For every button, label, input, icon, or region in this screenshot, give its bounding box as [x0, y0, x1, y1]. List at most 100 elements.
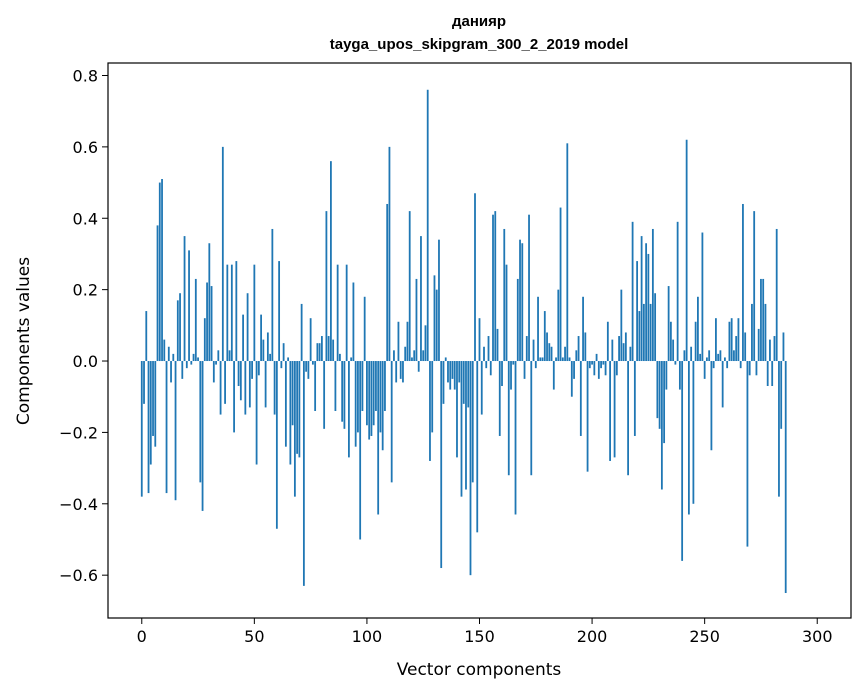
- y-tick-label: −0.2: [59, 423, 98, 442]
- bar: [248, 361, 251, 408]
- y-tick-label: 0.4: [73, 209, 98, 228]
- bar: [771, 361, 774, 386]
- bar: [586, 361, 589, 472]
- bar: [773, 336, 776, 362]
- bar: [154, 361, 157, 447]
- bar: [465, 361, 467, 490]
- bar: [692, 361, 695, 504]
- bar: [237, 361, 240, 386]
- bar: [366, 361, 368, 426]
- bar: [638, 311, 641, 362]
- bar: [163, 339, 166, 362]
- bar: [320, 336, 323, 362]
- bar: [604, 361, 607, 376]
- bar: [651, 228, 654, 362]
- bar: [573, 361, 575, 379]
- bar: [226, 264, 229, 362]
- bar: [278, 261, 281, 362]
- bar: [528, 214, 530, 362]
- bar: [260, 314, 262, 362]
- bar: [701, 232, 704, 362]
- bar: [415, 278, 418, 362]
- bar: [145, 311, 148, 362]
- bar: [228, 350, 231, 362]
- bar: [557, 289, 560, 362]
- bar: [350, 357, 353, 362]
- bar: [307, 361, 310, 379]
- bar: [359, 361, 362, 540]
- bar: [161, 179, 163, 362]
- bar: [451, 361, 454, 379]
- bar: [424, 325, 427, 362]
- bar: [327, 336, 330, 362]
- bar: [620, 289, 623, 362]
- bar: [408, 211, 411, 362]
- bar: [525, 336, 528, 362]
- bar: [494, 211, 497, 362]
- bar: [645, 243, 648, 362]
- bar: [559, 207, 562, 362]
- x-tick-label: 200: [577, 627, 608, 646]
- bar: [665, 361, 668, 390]
- bar: [566, 143, 569, 362]
- x-tick-label: 150: [464, 627, 495, 646]
- bar: [422, 350, 425, 362]
- bar: [411, 357, 413, 362]
- bar: [742, 203, 744, 362]
- bar: [629, 346, 632, 362]
- bar: [343, 361, 346, 429]
- bar: [420, 236, 422, 362]
- bar: [158, 182, 161, 362]
- bar: [190, 361, 193, 365]
- bar: [570, 361, 573, 397]
- bar: [217, 350, 220, 362]
- bar: [609, 361, 611, 461]
- bar: [548, 343, 551, 362]
- bar: [230, 264, 233, 362]
- bar: [453, 361, 456, 390]
- bar: [606, 321, 609, 362]
- bar: [676, 221, 679, 362]
- bar: [460, 361, 463, 497]
- bar: [199, 361, 202, 483]
- y-tick-label: 0.2: [73, 281, 98, 300]
- x-axis-label: Vector components: [397, 660, 562, 680]
- bar: [149, 361, 152, 465]
- bar: [257, 361, 260, 376]
- x-tick-label: 300: [802, 627, 833, 646]
- bar: [293, 361, 296, 497]
- bar: [388, 146, 391, 362]
- bar: [456, 361, 458, 458]
- bar: [467, 361, 470, 408]
- bar: [615, 361, 618, 376]
- bar: [444, 357, 447, 362]
- bar: [474, 193, 476, 362]
- bar: [483, 346, 485, 362]
- bar: [302, 361, 305, 586]
- bar: [748, 361, 751, 376]
- bar: [656, 361, 659, 419]
- bar: [384, 361, 386, 411]
- bar: [672, 339, 675, 362]
- bar: [485, 361, 488, 369]
- bar: [658, 361, 661, 429]
- bar: [769, 339, 771, 362]
- bar: [530, 361, 533, 476]
- bar: [505, 264, 508, 362]
- bar: [266, 332, 269, 362]
- bar: [510, 361, 512, 390]
- bar: [174, 361, 177, 501]
- bar: [579, 361, 582, 436]
- bar: [611, 339, 614, 362]
- bar: [640, 236, 643, 362]
- bar: [498, 361, 501, 436]
- bar: [316, 343, 319, 362]
- bar: [744, 332, 747, 362]
- bar: [296, 361, 299, 454]
- bar: [588, 361, 591, 369]
- bar: [721, 361, 724, 408]
- bar: [233, 361, 235, 433]
- bar: [429, 361, 431, 461]
- bars-group: [140, 89, 787, 594]
- bar: [595, 353, 598, 362]
